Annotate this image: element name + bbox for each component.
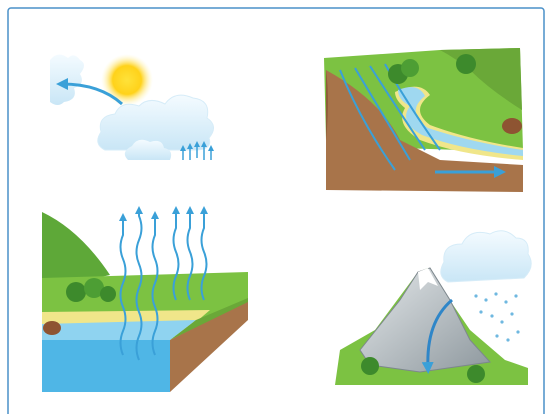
river-panel (324, 48, 523, 192)
sun (101, 54, 153, 106)
rock (43, 321, 61, 335)
tree (361, 357, 379, 375)
tree (456, 54, 476, 74)
rock (502, 118, 522, 134)
tree (66, 282, 86, 302)
tree (401, 59, 419, 77)
lake-front (42, 340, 170, 392)
water-cycle-illustration (0, 0, 549, 414)
tree (467, 365, 485, 383)
tree (100, 286, 116, 302)
